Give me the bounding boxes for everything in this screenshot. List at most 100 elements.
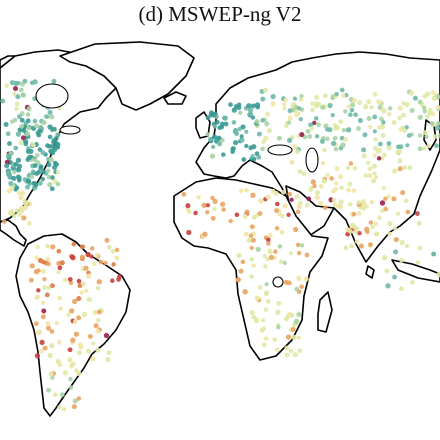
station-dot	[263, 264, 268, 269]
station-dot	[59, 392, 65, 398]
station-dot	[250, 115, 256, 120]
station-dot	[205, 210, 210, 215]
station-dot	[264, 282, 269, 287]
station-dot	[369, 199, 375, 205]
station-dot	[417, 99, 423, 105]
station-dot	[57, 265, 63, 271]
station-dot	[334, 92, 339, 97]
station-dot	[343, 245, 349, 251]
station-dot	[377, 105, 382, 110]
station-dot	[322, 93, 328, 99]
station-dot	[8, 180, 14, 186]
station-dot	[391, 120, 397, 126]
station-dot	[405, 143, 410, 148]
station-dot	[296, 204, 301, 209]
station-dot	[399, 257, 405, 263]
station-dot	[404, 125, 409, 130]
station-dot	[20, 190, 25, 196]
station-dot	[276, 135, 282, 141]
station-dot	[187, 209, 192, 214]
station-dot	[48, 149, 55, 155]
station-dot	[330, 95, 335, 101]
station-dot	[343, 137, 349, 143]
station-dot	[263, 307, 269, 312]
station-dot	[89, 246, 95, 251]
station-dot	[382, 152, 387, 158]
station-dot	[181, 191, 187, 197]
station-dot	[47, 352, 53, 359]
station-dot	[19, 81, 25, 87]
station-dot	[244, 143, 249, 149]
station-dot	[71, 241, 77, 247]
station-dot	[296, 289, 302, 295]
station-dot	[28, 148, 34, 154]
station-dot	[111, 262, 116, 267]
station-dot	[116, 277, 121, 282]
station-dot	[301, 171, 307, 177]
station-dot	[52, 392, 58, 397]
station-dot	[357, 100, 363, 106]
station-dot	[310, 179, 316, 185]
station-dot	[333, 181, 339, 186]
station-dot	[37, 147, 43, 152]
station-dot	[87, 333, 93, 339]
station-dot	[356, 126, 361, 131]
station-dot	[4, 83, 10, 89]
station-dot	[23, 124, 28, 129]
station-dot	[18, 87, 24, 93]
station-dot	[262, 253, 267, 259]
station-dot	[261, 342, 267, 348]
station-dot	[405, 209, 411, 215]
station-dot	[338, 119, 344, 124]
station-dot	[52, 164, 58, 170]
station-dot	[266, 299, 271, 304]
station-dot	[67, 357, 73, 363]
station-dot	[262, 87, 269, 94]
iceland-outline	[163, 91, 187, 105]
station-dot	[40, 150, 46, 156]
station-dot	[296, 312, 302, 318]
station-dot	[81, 281, 87, 287]
station-dot	[78, 345, 84, 350]
station-dot	[48, 157, 54, 163]
station-dot	[49, 186, 55, 192]
station-dot	[250, 154, 255, 159]
station-dot	[314, 94, 320, 100]
station-dot	[68, 376, 73, 382]
station-dot	[212, 134, 218, 140]
station-dot	[114, 255, 120, 261]
station-dot	[249, 245, 254, 251]
station-dot	[90, 356, 96, 362]
station-dot	[426, 143, 431, 149]
station-dot	[347, 112, 353, 118]
station-dot	[417, 245, 423, 251]
station-dot	[16, 190, 22, 196]
station-dot	[275, 309, 281, 315]
station-dot	[228, 102, 233, 107]
station-dot	[13, 145, 19, 151]
station-dot	[386, 144, 392, 151]
station-dot	[325, 173, 330, 178]
station-dot	[223, 121, 229, 127]
station-dot	[256, 154, 262, 160]
station-dot	[34, 171, 40, 176]
station-dot	[26, 106, 32, 112]
station-dot	[233, 140, 239, 146]
station-dot	[412, 95, 418, 101]
station-dot	[354, 239, 360, 244]
station-dot	[212, 124, 217, 129]
station-dot	[372, 153, 377, 158]
madagascar-outline	[317, 291, 333, 333]
station-dot	[219, 124, 225, 130]
station-dot	[392, 226, 398, 231]
station-dot	[380, 156, 385, 161]
station-dot	[246, 237, 252, 243]
station-dot	[216, 135, 221, 141]
station-dot	[353, 229, 359, 234]
station-dot	[46, 174, 52, 180]
station-dot	[212, 206, 217, 212]
station-dot	[221, 152, 226, 157]
station-dot	[372, 92, 378, 97]
station-dot	[39, 348, 44, 354]
station-dot	[24, 131, 30, 137]
